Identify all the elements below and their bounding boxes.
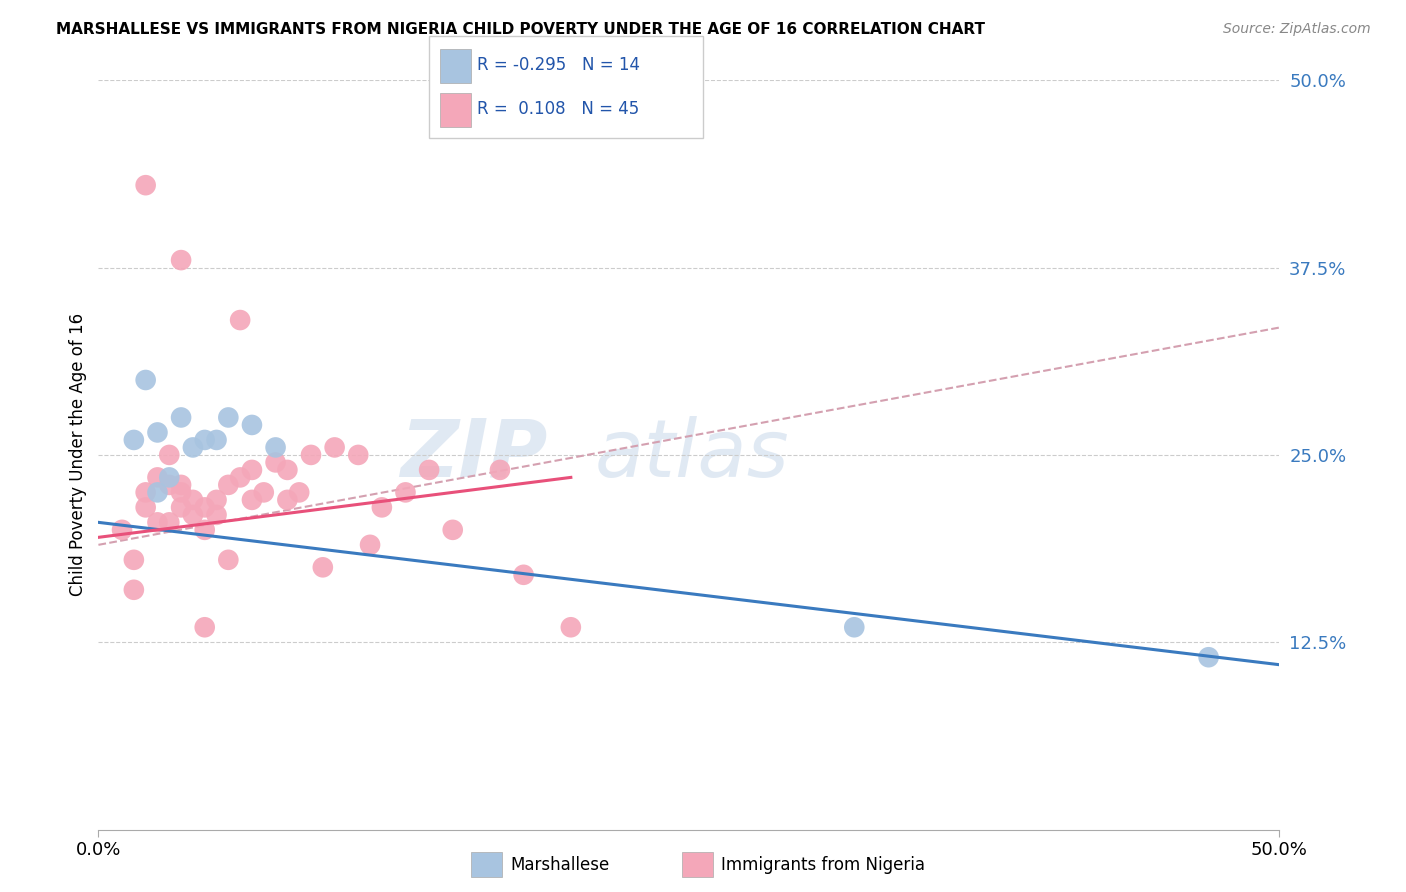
Point [299,448,322,462]
Point [194,523,217,537]
Point [1198,650,1220,665]
Point [253,485,276,500]
Point [371,500,394,515]
Point [170,500,193,515]
Point [181,492,204,507]
Point [512,567,534,582]
Point [146,470,169,484]
Point [194,500,217,515]
Point [276,492,298,507]
Point [157,478,180,492]
Point [264,455,287,469]
Text: R = -0.295   N = 14: R = -0.295 N = 14 [477,56,640,74]
Text: R =  0.108   N = 45: R = 0.108 N = 45 [477,100,638,118]
Point [560,620,582,634]
Point [205,433,228,447]
Point [312,560,335,574]
Point [146,485,169,500]
Point [418,463,440,477]
Point [122,553,145,567]
Point [135,485,157,500]
Text: Source: ZipAtlas.com: Source: ZipAtlas.com [1223,22,1371,37]
Point [229,313,252,327]
Point [181,508,204,522]
Point [135,500,157,515]
Point [135,373,157,387]
Point [122,582,145,597]
Point [276,463,298,477]
Point [170,253,193,268]
Point [146,425,169,440]
Point [170,478,193,492]
Text: ZIP: ZIP [399,416,547,494]
Point [157,448,180,462]
Point [157,470,180,484]
Text: Marshallese: Marshallese [510,856,610,874]
Text: Immigrants from Nigeria: Immigrants from Nigeria [721,856,925,874]
Point [217,478,239,492]
Point [194,433,217,447]
Point [205,492,228,507]
Point [240,463,263,477]
Text: atlas: atlas [595,416,789,494]
Point [205,508,228,522]
Point [347,448,370,462]
Point [217,553,239,567]
Point [229,470,252,484]
Point [323,441,346,455]
Point [489,463,512,477]
Point [135,178,157,193]
Point [170,485,193,500]
Point [111,523,134,537]
Point [170,410,193,425]
Point [394,485,416,500]
Point [844,620,866,634]
Y-axis label: Child Poverty Under the Age of 16: Child Poverty Under the Age of 16 [69,313,87,597]
Point [217,410,239,425]
Point [181,441,204,455]
Point [264,441,287,455]
Point [157,516,180,530]
Point [146,516,169,530]
Point [288,485,311,500]
Point [359,538,381,552]
Point [240,492,263,507]
Text: MARSHALLESE VS IMMIGRANTS FROM NIGERIA CHILD POVERTY UNDER THE AGE OF 16 CORRELA: MARSHALLESE VS IMMIGRANTS FROM NIGERIA C… [56,22,986,37]
Point [441,523,464,537]
Point [240,417,263,432]
Point [194,620,217,634]
Point [122,433,145,447]
